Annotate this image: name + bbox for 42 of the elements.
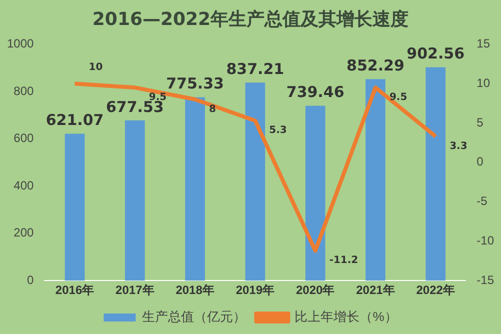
data-label: 852.29 <box>346 56 404 75</box>
data-label: 10 <box>88 62 103 74</box>
y-tick-label: 0 <box>27 272 34 287</box>
bar <box>124 120 145 281</box>
legend-label: 比上年增长（%） <box>294 309 398 324</box>
data-label: 3.3 <box>450 140 468 152</box>
x-tick-label: 2019年 <box>236 283 275 298</box>
data-label: 837.21 <box>226 60 284 78</box>
data-label: 739.46 <box>286 83 344 102</box>
y-tick-label: 1000 <box>6 36 34 51</box>
legend-label: 生产总值（亿元） <box>142 309 246 324</box>
x-tick-label: 2021年 <box>356 283 395 298</box>
x-tick-label: 2022年 <box>416 283 455 298</box>
data-label: 621.07 <box>46 111 104 130</box>
y2-tick-label: 15 <box>476 36 490 51</box>
bar <box>185 97 205 281</box>
chart-title: 2016—2022年生产总值及其增长速度 <box>91 8 410 32</box>
bar <box>366 79 386 281</box>
y-tick-label: 400 <box>14 178 34 192</box>
y2-tick-label: -15 <box>476 272 494 287</box>
y2-tick-label: -10 <box>476 234 494 248</box>
bar <box>64 134 85 281</box>
y-tick-label: 800 <box>14 84 34 98</box>
bar <box>245 82 266 281</box>
x-tick-label: 2017年 <box>116 283 154 298</box>
bar <box>426 67 446 281</box>
data-label: -11.2 <box>329 255 358 266</box>
y2-tick-label: 10 <box>476 76 490 90</box>
y2-tick-label: 5 <box>476 115 484 130</box>
x-tick-label: 2018年 <box>176 283 214 298</box>
y-tick-label: 600 <box>14 131 34 146</box>
data-label: 8 <box>209 104 216 115</box>
x-tick-label: 2020年 <box>296 283 335 298</box>
y-tick-label: 200 <box>14 226 34 240</box>
y2-tick-label: 0 <box>476 154 484 169</box>
x-tick-label: 2016年 <box>55 283 94 298</box>
y2-tick-label: -5 <box>476 194 488 208</box>
data-label: 902.56 <box>406 44 465 63</box>
bar <box>305 106 326 281</box>
data-label: 775.33 <box>166 74 224 93</box>
data-label: 9.5 <box>389 92 408 104</box>
data-label: 5.3 <box>269 125 287 136</box>
